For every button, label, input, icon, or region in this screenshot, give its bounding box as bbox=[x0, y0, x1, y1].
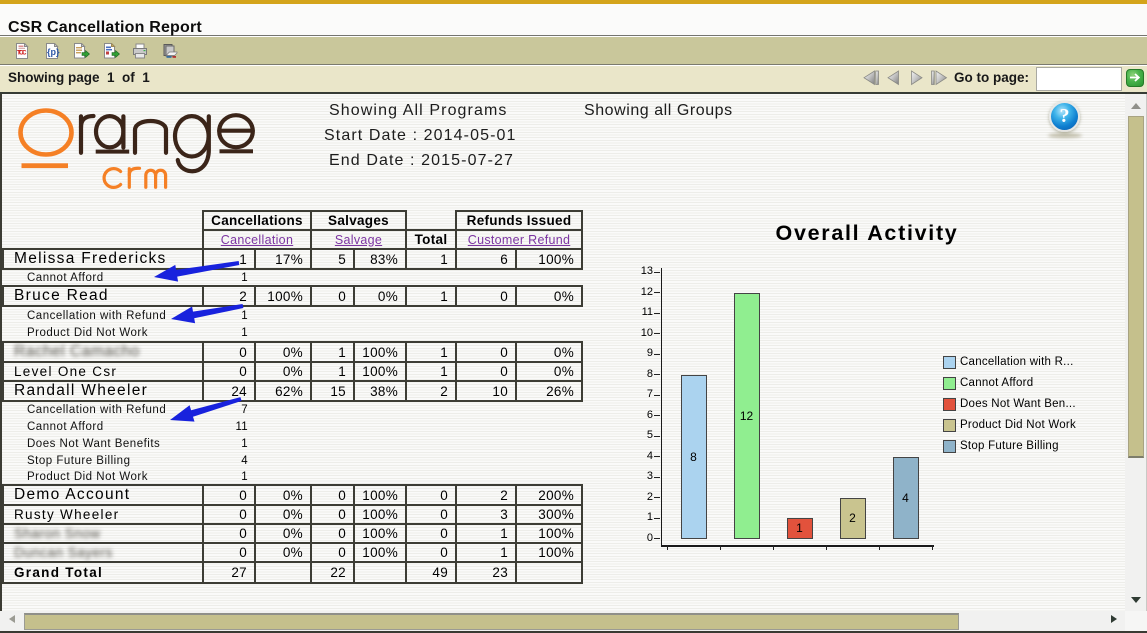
svg-text:{p}: {p} bbox=[47, 47, 60, 57]
svg-text:TOC: TOC bbox=[17, 50, 27, 57]
